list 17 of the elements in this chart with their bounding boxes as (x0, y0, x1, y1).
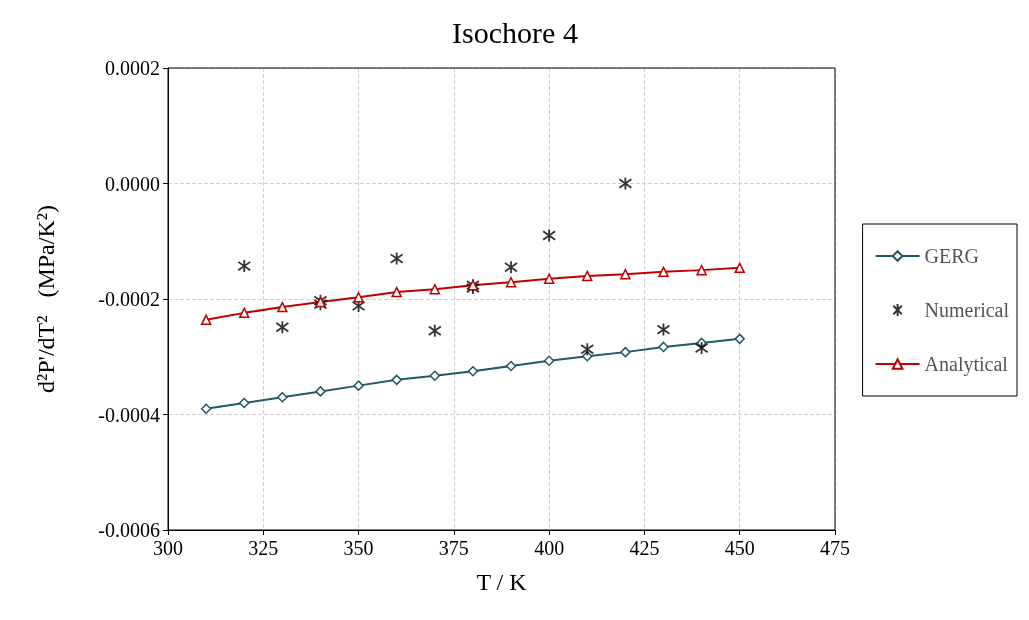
x-tick-label: 375 (438, 537, 469, 559)
y-tick-label: 0.0000 (105, 172, 160, 195)
y-tick-label: -0.0002 (98, 288, 160, 310)
y-tick-label: 0.0002 (105, 57, 160, 79)
legend-label: GERG (924, 245, 980, 267)
x-tick-label: 425 (629, 537, 660, 559)
y-tick-label: -0.0004 (98, 403, 160, 426)
x-tick-label: 475 (820, 537, 850, 559)
legend-label: Numerical (924, 299, 1010, 321)
x-axis-title: T / K (476, 569, 528, 595)
x-tick-label: 350 (343, 537, 374, 559)
x-tick-label: 400 (534, 537, 565, 559)
legend-label: Analytical (924, 353, 1009, 376)
x-tick-label: 325 (248, 537, 279, 559)
y-axis-title: d²P'/dT² (MPa/K²) (33, 205, 59, 393)
x-tick-label: 450 (724, 537, 755, 559)
chart-title: Isochore 4 (452, 15, 578, 49)
